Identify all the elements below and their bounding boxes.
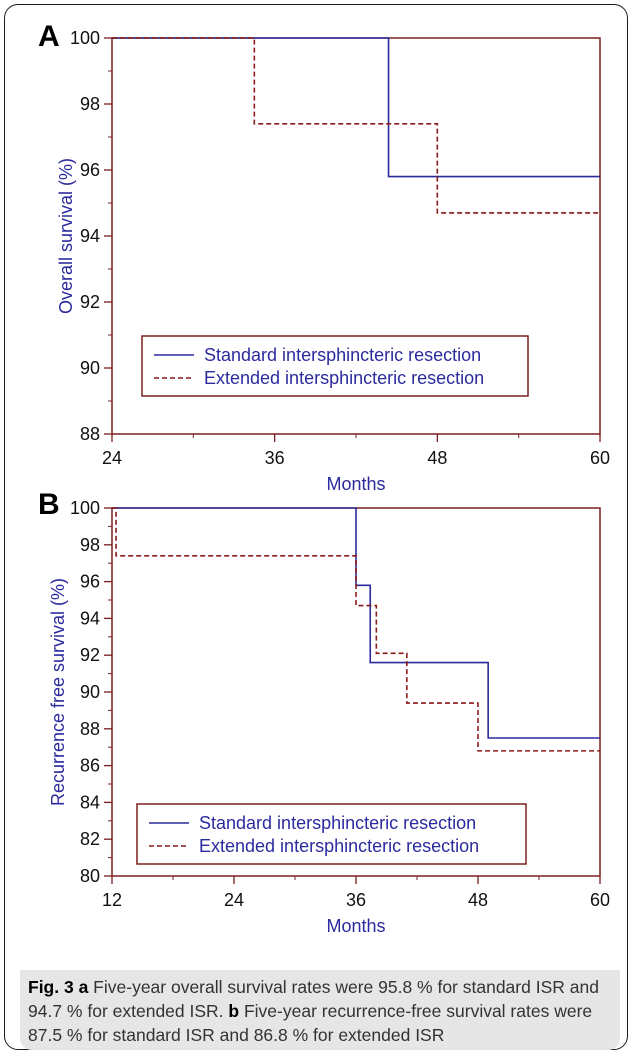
panel-a-legend-label: Standard intersphincteric resection <box>204 345 481 365</box>
panel-b-y-axis-label: Recurrence free survival (%) <box>48 578 68 806</box>
panel-b-legend-box <box>136 803 527 865</box>
panel-b-x-tick-label: 24 <box>224 890 244 910</box>
caption-a-text: Five-year overall survival rates were 95… <box>28 977 599 1021</box>
caption-b-label: b <box>228 1001 240 1021</box>
panel-a-series-standard-line <box>112 37 600 178</box>
caption-b-text: Five-year recurrence-free survival rates… <box>28 1001 593 1045</box>
panel-a-x-tick-label: 48 <box>427 448 447 468</box>
figure-caption: Fig. 3 a Five-year overall survival rate… <box>28 975 624 1047</box>
panel-a-x-tick-label: 60 <box>590 448 610 468</box>
panel-b-series-extended-line <box>112 507 600 752</box>
panel-b-legend-label: Standard intersphincteric resection <box>199 813 476 833</box>
panel-b-x-axis-label: Months <box>326 916 385 936</box>
caption-a-label: a <box>78 977 89 997</box>
panel-b-x-tick-label: 48 <box>468 890 488 910</box>
panel-a-series-extended-line <box>112 37 600 214</box>
panel-b-y-tick-label: 84 <box>80 792 100 812</box>
panel-a-y-tick-label: 92 <box>80 292 100 312</box>
panel-a-y-tick-label: 94 <box>80 226 100 246</box>
panel-b-y-tick-label: 86 <box>80 756 100 776</box>
panel-a-y-tick-label: 96 <box>80 160 100 180</box>
panel-a-legend-box <box>141 335 529 397</box>
panel-a-x-tick-label: 24 <box>102 448 122 468</box>
panel-a-y-tick-label: 98 <box>80 94 100 114</box>
panel-a-y-tick-label: 90 <box>80 358 100 378</box>
panel-a-y-tick-label: 100 <box>70 28 100 48</box>
panel-a-x-tick-label: 36 <box>265 448 285 468</box>
panel-letter-a: A <box>38 20 60 53</box>
panel-b-x-tick-label: 36 <box>346 890 366 910</box>
panel-a-y-tick-label: 88 <box>80 424 100 444</box>
panel-b-x-tick-label: 60 <box>590 890 610 910</box>
panel-a-legend-label: Extended intersphincteric resection <box>204 368 484 388</box>
panel-b-y-tick-label: 94 <box>80 608 100 628</box>
panel-b-y-tick-label: 98 <box>80 535 100 555</box>
panel-b-y-tick-label: 88 <box>80 719 100 739</box>
panel-letter-b: B <box>38 488 60 521</box>
panel-b-series-standard-line <box>112 507 600 739</box>
panel-a-x-axis-label: Months <box>326 474 385 494</box>
panel-b-y-tick-label: 92 <box>80 645 100 665</box>
panel-b-y-tick-label: 100 <box>70 498 100 518</box>
panel-b-x-tick-label: 12 <box>102 890 122 910</box>
panel-b-y-tick-label: 90 <box>80 682 100 702</box>
panel-a-y-axis-label: Overall survival (%) <box>56 158 76 314</box>
panel-b-y-tick-label: 80 <box>80 866 100 886</box>
panel-b-legend-label: Extended intersphincteric resection <box>199 836 479 856</box>
panel-b-y-tick-label: 96 <box>80 572 100 592</box>
caption-background <box>20 970 620 1050</box>
caption-fig-label: Fig. 3 <box>28 977 74 997</box>
panel-b-y-tick-label: 82 <box>80 829 100 849</box>
